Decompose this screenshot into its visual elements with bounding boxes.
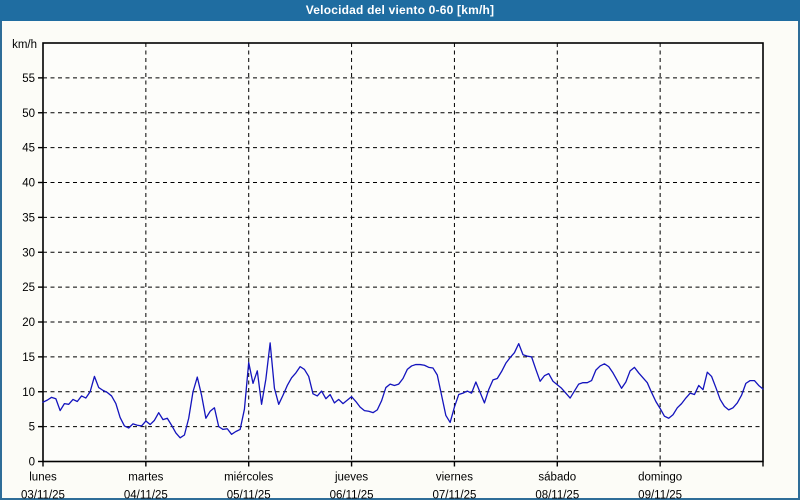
x-label-dayname-3: jueves <box>334 472 368 484</box>
x-label-dayname-2: miércoles <box>224 472 273 484</box>
y-tick-label-55: 55 <box>22 73 35 85</box>
x-label-date-6: 09/11/25 <box>638 490 682 500</box>
x-label-date-3: 06/11/25 <box>330 490 374 500</box>
y-tick-label-15: 15 <box>22 352 35 364</box>
y-tick-label-50: 50 <box>22 108 35 120</box>
x-label-dayname-5: sábado <box>538 472 576 484</box>
y-tick-label-25: 25 <box>22 282 35 294</box>
x-label-date-0: 03/11/25 <box>21 490 65 500</box>
y-tick-label-40: 40 <box>22 178 35 190</box>
y-tick-label-45: 45 <box>22 143 35 155</box>
y-tick-label-30: 30 <box>22 247 35 259</box>
x-label-dayname-6: domingo <box>638 472 682 484</box>
x-label-dayname-0: lunes <box>29 472 57 484</box>
y-tick-label-0: 0 <box>29 457 35 469</box>
x-label-dayname-4: viernes <box>436 472 473 484</box>
y-tick-label-20: 20 <box>22 317 35 329</box>
x-label-date-2: 05/11/25 <box>227 490 271 500</box>
x-label-dayname-1: martes <box>128 472 163 484</box>
series-line-velocidad_viento_kmh <box>42 342 764 439</box>
y-axis-unit-label: km/h <box>12 39 37 51</box>
y-tick-label-5: 5 <box>29 422 35 434</box>
y-tick-label-35: 35 <box>22 212 35 224</box>
chart-title-bar: Velocidad del viento 0-60 [km/h] <box>0 0 800 21</box>
y-tick-label-10: 10 <box>22 387 35 399</box>
x-label-date-1: 04/11/25 <box>124 490 168 500</box>
x-label-date-4: 07/11/25 <box>432 490 476 500</box>
x-label-date-5: 08/11/25 <box>535 490 579 500</box>
chart-title: Velocidad del viento 0-60 [km/h] <box>305 3 495 17</box>
wind-speed-chart: 0 5 10 15 20 25 30 35 40 45 50 55 km/h lunes 03/11/25 m… <box>12 39 764 500</box>
